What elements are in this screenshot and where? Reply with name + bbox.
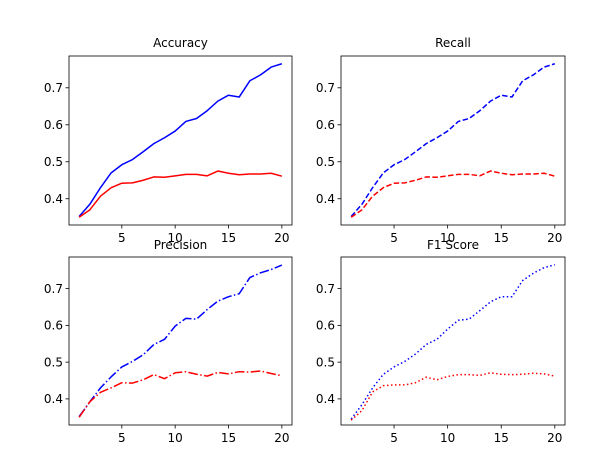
subplot-recall: Recall 5 10 15 20 0.4 0.5 0.6 0.7 (316, 36, 566, 245)
y-tick-label: 0.7 (316, 81, 335, 95)
y-tick-label: 0.4 (44, 392, 63, 406)
series-line-1 (350, 372, 555, 421)
y-tick-label: 0.7 (316, 282, 335, 296)
x-tick-label: 10 (440, 231, 455, 245)
y-tick-label: 0.6 (316, 319, 335, 333)
x-tick-label: 5 (118, 431, 126, 445)
x-tick-label: 15 (221, 231, 236, 245)
y-tick-label: 0.7 (44, 282, 63, 296)
chart-title: Precision (154, 238, 208, 252)
y-tick-label: 0.5 (44, 155, 63, 169)
x-tick-label: 20 (547, 431, 562, 445)
series-line-1 (350, 170, 556, 218)
axes-frame (340, 55, 566, 226)
chart-title: Recall (435, 36, 471, 50)
x-tick-label: 20 (274, 231, 289, 245)
series-line-0 (78, 264, 283, 417)
x-tick-label: 5 (390, 431, 398, 445)
series-line-1 (78, 370, 283, 418)
series-line-1 (78, 170, 283, 218)
x-tick-label: 20 (274, 431, 289, 445)
y-tick-label: 0.6 (316, 118, 335, 132)
series-line-0 (350, 263, 556, 420)
subplot-accuracy: Accuracy 5 10 15 20 0.4 0.5 0.6 0.7 (44, 36, 293, 245)
axes-frame (340, 256, 566, 426)
y-tick-label: 0.5 (316, 355, 335, 369)
x-tick-label: 10 (168, 231, 183, 245)
axes-frame (68, 256, 293, 426)
y-tick-label: 0.4 (316, 192, 335, 206)
chart-title: F1 Score (427, 238, 479, 252)
y-tick-label: 0.4 (316, 392, 335, 406)
y-tick-label: 0.7 (44, 81, 63, 95)
chart-title: Accuracy (153, 36, 208, 50)
y-tick-label: 0.5 (316, 155, 335, 169)
series-line-0 (350, 63, 556, 217)
subplot-f1-score: F1 Score 5 10 15 20 0.4 0.5 0.6 0.7 (316, 238, 566, 445)
series-line-0 (78, 63, 283, 217)
x-tick-label: 20 (547, 231, 562, 245)
x-tick-label: 5 (118, 231, 126, 245)
x-tick-label: 15 (221, 431, 236, 445)
x-tick-label: 5 (390, 231, 398, 245)
y-tick-label: 0.5 (44, 355, 63, 369)
y-tick-label: 0.4 (44, 192, 63, 206)
x-tick-label: 10 (440, 431, 455, 445)
subplot-precision: Precision 5 10 15 20 0.4 0.5 0.6 0.7 (44, 238, 293, 445)
x-tick-label: 15 (494, 231, 509, 245)
x-tick-label: 10 (168, 431, 183, 445)
y-tick-label: 0.6 (44, 319, 63, 333)
y-tick-label: 0.6 (44, 118, 63, 132)
x-tick-label: 15 (494, 431, 509, 445)
axes-frame (68, 55, 293, 226)
